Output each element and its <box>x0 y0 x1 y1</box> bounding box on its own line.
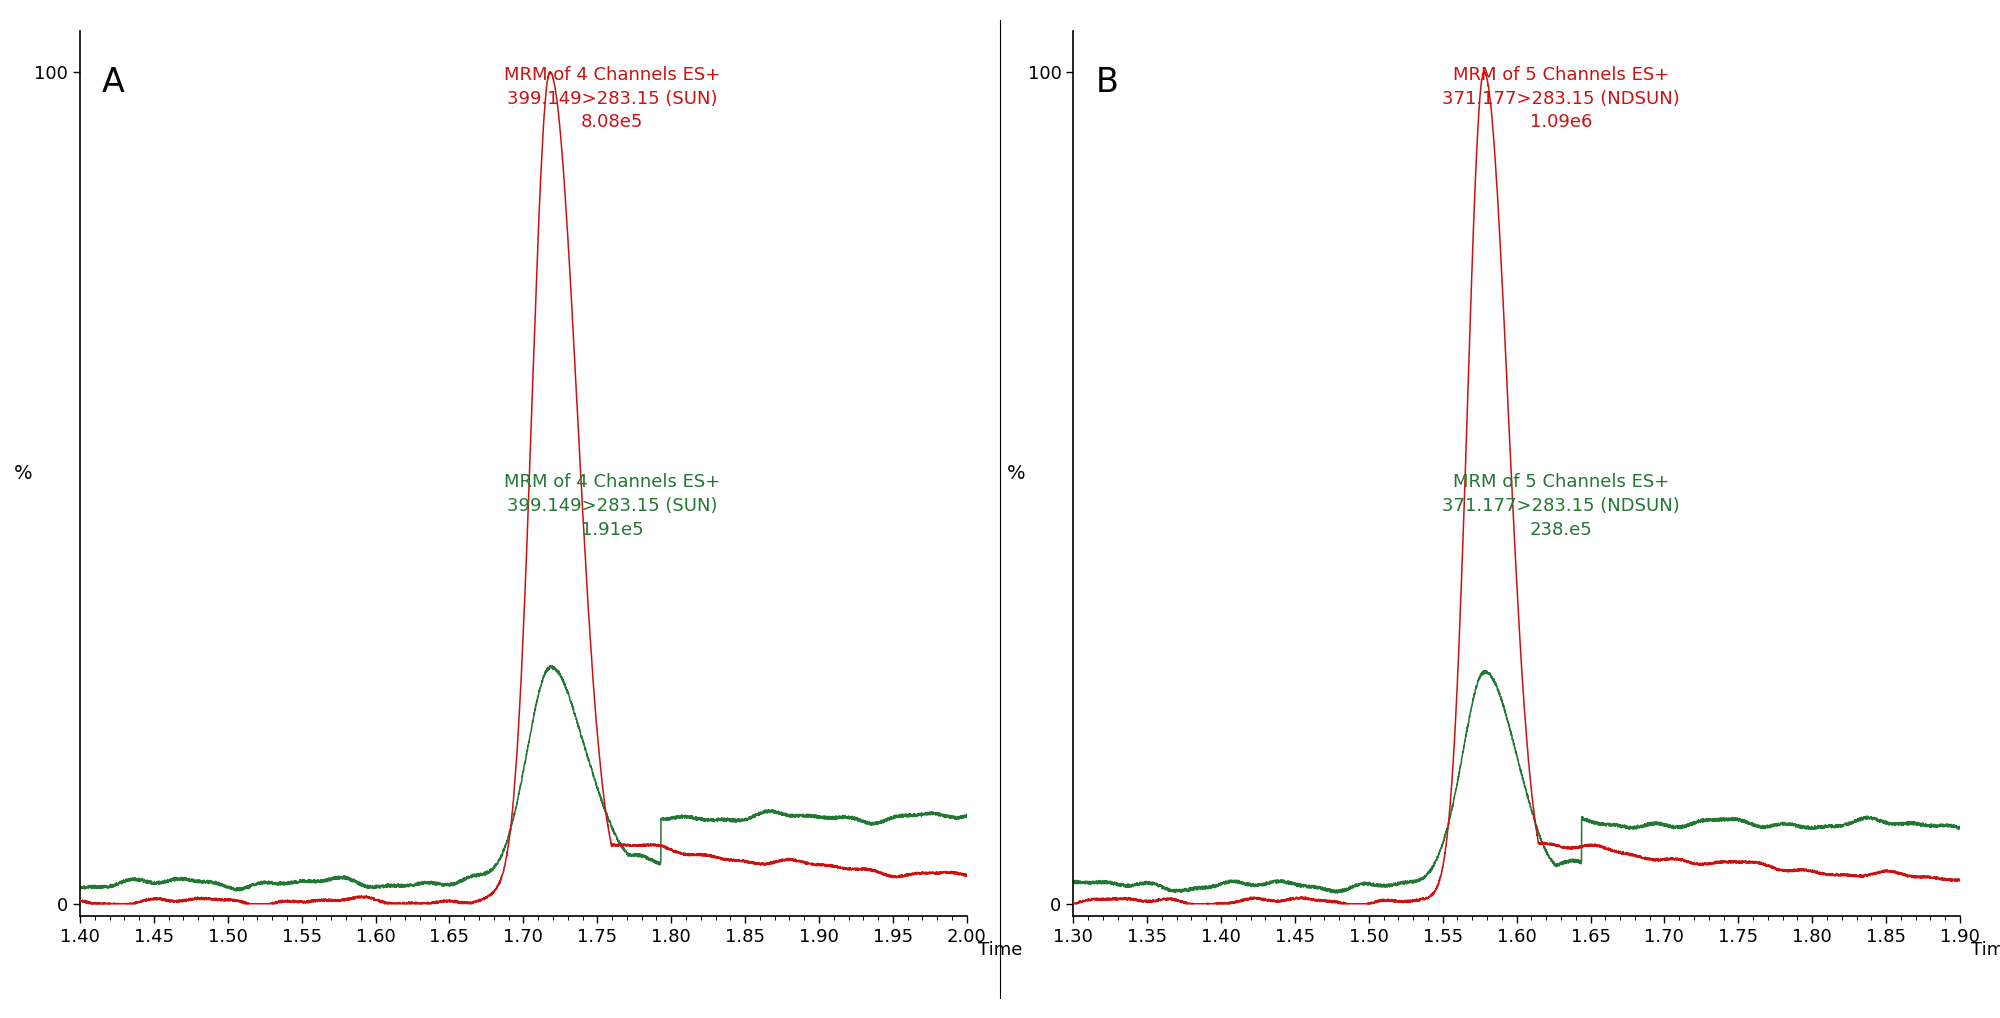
Text: Time: Time <box>1972 942 2000 959</box>
Y-axis label: %: % <box>14 464 32 483</box>
Text: MRM of 5 Channels ES+
371.177>283.15 (NDSUN)
1.09e6: MRM of 5 Channels ES+ 371.177>283.15 (ND… <box>1442 66 1680 131</box>
Y-axis label: %: % <box>1008 464 1026 483</box>
Text: MRM of 4 Channels ES+
399.149>283.15 (SUN)
1.91e5: MRM of 4 Channels ES+ 399.149>283.15 (SU… <box>504 473 720 539</box>
Text: B: B <box>1096 66 1118 99</box>
Text: MRM of 4 Channels ES+
399.149>283.15 (SUN)
8.08e5: MRM of 4 Channels ES+ 399.149>283.15 (SU… <box>504 66 720 131</box>
Text: Time: Time <box>978 942 1022 959</box>
Text: A: A <box>102 66 126 99</box>
Text: MRM of 5 Channels ES+
371.177>283.15 (NDSUN)
238.e5: MRM of 5 Channels ES+ 371.177>283.15 (ND… <box>1442 473 1680 539</box>
